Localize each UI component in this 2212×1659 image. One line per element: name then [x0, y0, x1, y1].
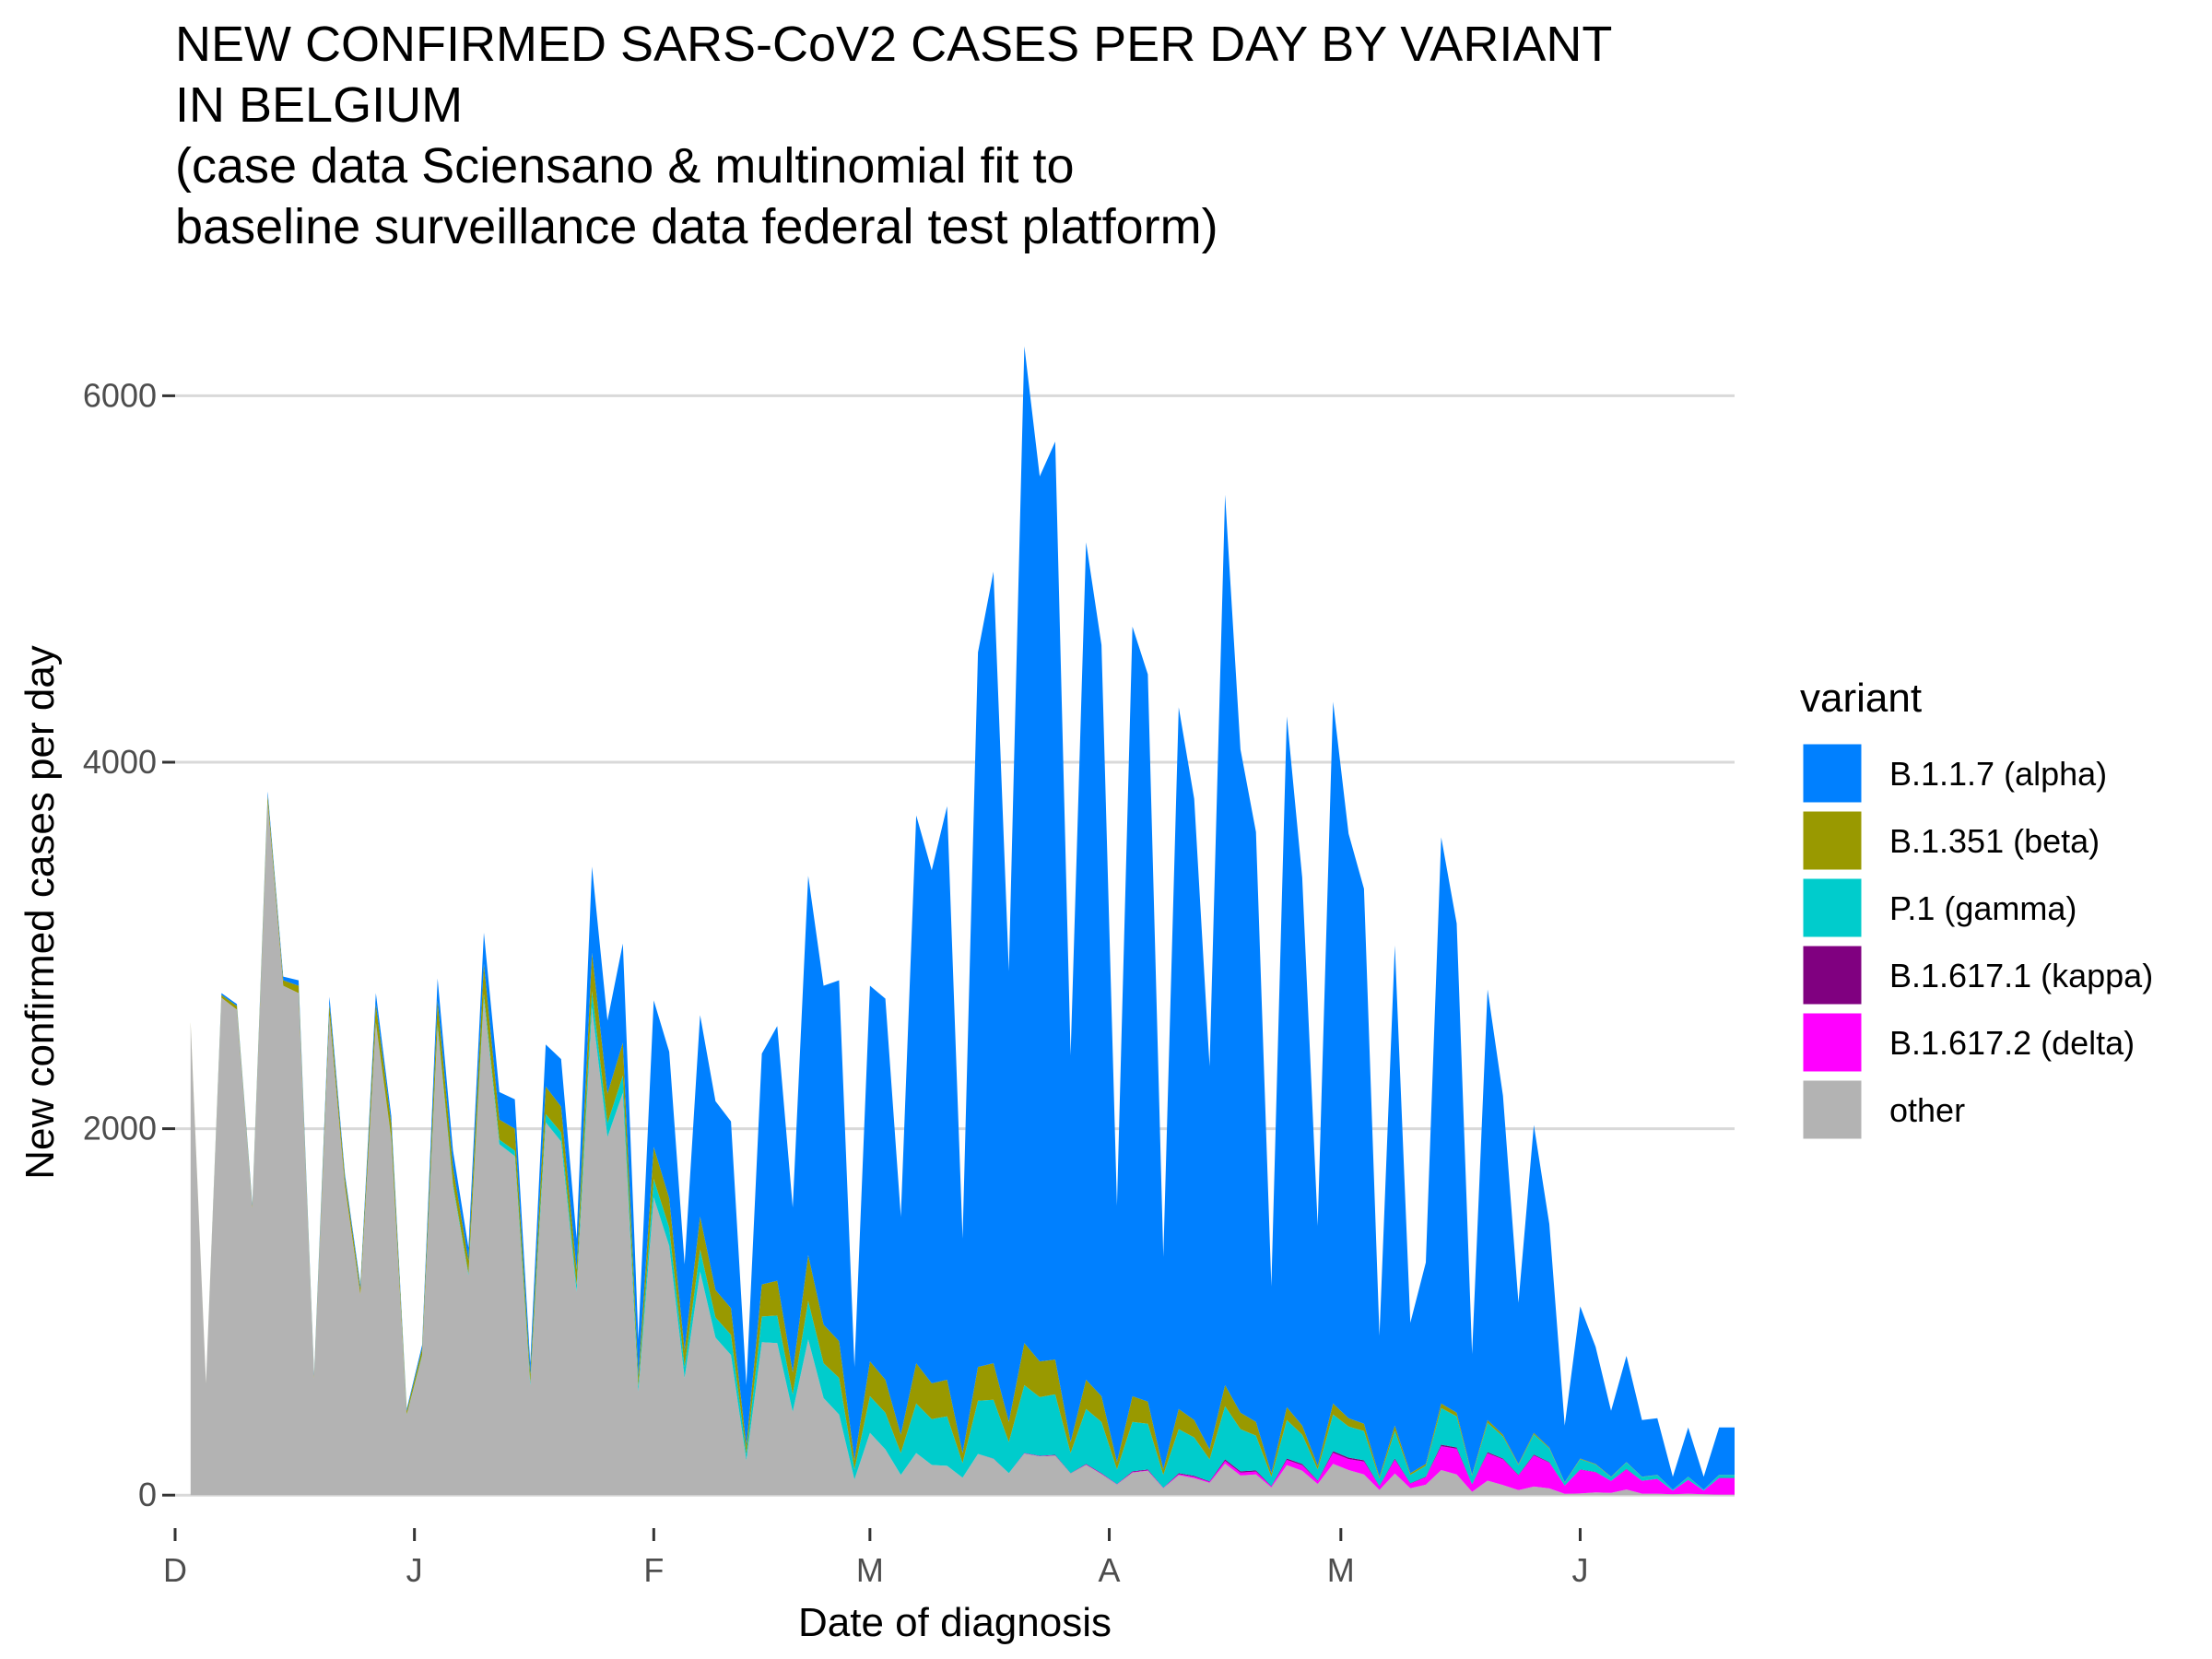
x-tick-label-0: D: [163, 1551, 187, 1589]
legend: variant B.1.1.7 (alpha) B.1.351 (beta) P.1…: [1800, 676, 2153, 1142]
area-other: [190, 802, 1735, 1496]
area-b-1-1-7-alpha: [190, 346, 1735, 1490]
chart-title-line-1: NEW CONFIRMED SARS-CoV2 CASES PER DAY BY…: [175, 17, 1612, 72]
y-tick-label-0: 0: [138, 1476, 157, 1513]
x-axis-title: Date of diagnosis: [798, 1600, 1112, 1645]
legend-title: variant: [1800, 676, 1922, 721]
legend-label-other: other: [1889, 1091, 1965, 1129]
chart-title-line-3: (case data Sciensano & multinomial fit t…: [175, 138, 1074, 194]
x-tick-label-4: A: [1099, 1551, 1121, 1589]
legend-swatch-b-1-617-1-kappa: [1800, 943, 1865, 1007]
x-tick-label-6: J: [1571, 1551, 1588, 1589]
y-tick-label-1: 2000: [83, 1110, 157, 1147]
legend-swatch-b-1-617-2-delta: [1800, 1010, 1865, 1075]
x-tick-label-3: M: [856, 1551, 884, 1589]
legend-label-b-1-1-7-alpha: B.1.1.7 (alpha): [1889, 755, 2107, 793]
y-axis: 0 2000 4000 6000: [83, 376, 175, 1513]
y-tick-label-2: 4000: [83, 743, 157, 781]
y-axis-title: New confirmed cases per day: [18, 645, 63, 1180]
legend-label-b-1-351-beta: B.1.351 (beta): [1889, 822, 2100, 860]
legend-label-b-1-617-1-kappa: B.1.617.1 (kappa): [1889, 957, 2153, 994]
y-tick-label-3: 6000: [83, 376, 157, 414]
x-tick-label-5: M: [1327, 1551, 1355, 1589]
chart-title-line-4: baseline surveillance data federal test …: [175, 199, 1218, 254]
legend-swatch-p-1-gamma: [1800, 876, 1865, 940]
legend-swatch-other: [1800, 1077, 1865, 1142]
x-tick-label-1: J: [406, 1551, 423, 1589]
legend-label-b-1-617-2-delta: B.1.617.2 (delta): [1889, 1024, 2135, 1062]
stacked-areas: [190, 346, 1735, 1496]
legend-label-p-1-gamma: P.1 (gamma): [1889, 889, 2077, 927]
legend-swatch-b-1-1-7-alpha: [1800, 741, 1865, 806]
legend-swatch-b-1-351-beta: [1800, 808, 1865, 873]
x-tick-label-2: F: [643, 1551, 664, 1589]
chart-title-line-2: IN BELGIUM: [175, 77, 463, 133]
